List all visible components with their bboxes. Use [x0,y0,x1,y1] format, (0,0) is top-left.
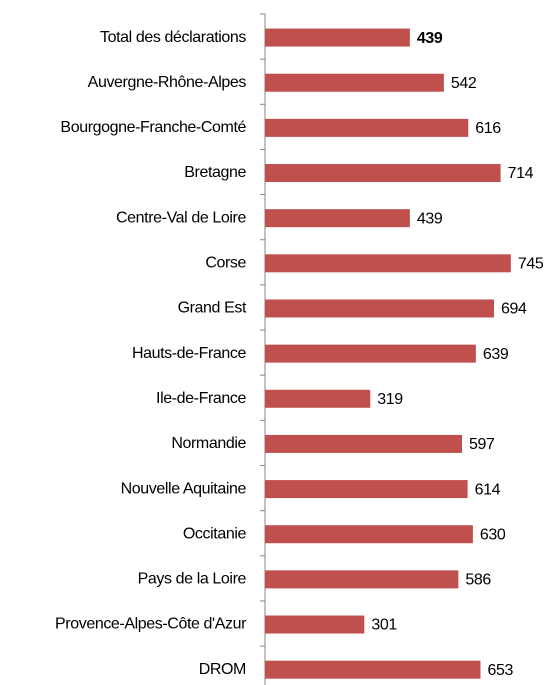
bar [265,344,476,363]
bar [265,660,481,679]
bar [265,615,365,634]
value-label: 586 [465,572,491,589]
value-label: 616 [475,120,501,137]
category-label: Centre-Val de Loire [116,209,246,226]
category-label: Normandie [171,435,246,452]
category-label: Corse [205,255,246,272]
value-label: 319 [377,391,403,408]
category-label: Pays de la Loire [138,571,247,588]
bar [265,389,371,408]
bar [265,434,463,453]
category-label: Occitanie [183,525,247,542]
bar [265,73,444,92]
value-label: 639 [483,346,509,363]
category-label: Ile-de-France [156,390,246,407]
bar [265,118,469,137]
value-label: 694 [501,301,527,318]
bar [265,570,459,589]
value-label: 745 [518,256,544,273]
bar [265,525,473,544]
bar [265,209,410,228]
value-label: 653 [487,662,513,679]
value-label: 614 [475,481,501,498]
category-label: Grand Est [178,300,247,317]
bar [265,164,501,183]
category-label: DROM [199,661,246,678]
value-label: 439 [417,30,443,47]
bar [265,480,468,499]
bar [265,254,511,273]
value-label: 630 [480,526,506,543]
category-label: Auvergne-Rhône-Alpes [88,74,247,91]
category-label: Total des déclarations [100,29,246,46]
category-label: Hauts-de-France [132,345,247,362]
category-label: Nouvelle Aquitaine [121,480,247,497]
value-label: 542 [451,75,477,92]
value-label: 714 [508,165,534,182]
category-label: Provence-Alpes-Côte d'Azur [55,616,247,633]
category-label: Bretagne [184,164,246,181]
category-label: Bourgogne-Franche-Comté [60,119,246,136]
bar [265,28,410,47]
value-label: 301 [371,617,397,634]
bar [265,299,495,318]
value-label: 439 [417,210,443,227]
value-label: 597 [469,436,495,453]
